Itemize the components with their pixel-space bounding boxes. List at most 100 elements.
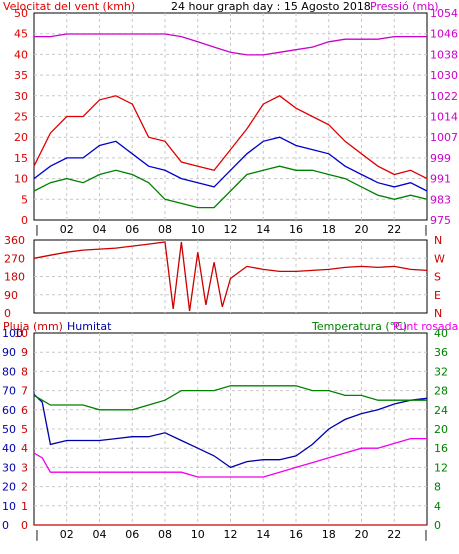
series-wind-avg (33, 136, 428, 192)
humidity-y-tick: 40 (2, 442, 16, 455)
humidity-y-tick: 80 (2, 365, 16, 378)
x-tick-label: 12 (224, 223, 238, 236)
pressure-y-tick: 1022 (430, 90, 458, 103)
series-pressure (34, 33, 427, 56)
wind-y-tick: 50 (14, 7, 28, 20)
x-tick-label: 06 (125, 223, 139, 236)
pressure-y-tick: 1007 (430, 131, 458, 144)
series-wind-gust (33, 95, 428, 180)
x-tick-label: 22 (387, 223, 401, 236)
wind-speed-label: Velocitat del vent (kmh) (3, 0, 135, 13)
x-tick-label: 06 (125, 528, 139, 541)
wind-y-tick: 35 (14, 69, 28, 82)
series-direction (33, 241, 428, 312)
pressure-y-tick: 1030 (430, 69, 458, 82)
x-tick-label: 16 (289, 528, 303, 541)
x-tick-label: 04 (93, 528, 107, 541)
temperature-y-tick: 20 (434, 423, 448, 436)
x-tick-label: 10 (191, 528, 205, 541)
direction-y-tick: 0 (4, 307, 11, 320)
series-temperature (33, 385, 427, 411)
x-tick-label: 18 (322, 528, 336, 541)
temperature-label: Temperatura (°C) (311, 320, 407, 333)
dewpoint-label: Punt rosada (393, 320, 458, 333)
x-end-tick: | (424, 528, 428, 541)
series-wind-min (33, 165, 428, 209)
x-tick-label: 18 (322, 223, 336, 236)
direction-compass-tick: S (434, 271, 441, 284)
humidity-y-tick: 90 (2, 346, 16, 359)
series-humidity (33, 393, 428, 469)
humidity-y-tick: 20 (2, 481, 16, 494)
x-tick-label: 20 (355, 223, 369, 236)
humidity-y-tick: 50 (2, 423, 16, 436)
x-tick-label: 04 (93, 223, 107, 236)
x-tick-label: 08 (158, 528, 172, 541)
x-tick-label: 14 (256, 528, 270, 541)
rain-y-tick: 7 (21, 385, 28, 398)
rain-y-tick: 1 (21, 500, 28, 513)
rain-y-tick: 4 (21, 442, 28, 455)
wind-y-tick: 0 (21, 214, 28, 227)
rain-label: Pluja (mm) (3, 320, 63, 333)
pressure-y-tick: 1054 (430, 7, 458, 20)
wind-y-tick: 20 (14, 131, 28, 144)
pressure-label: Pressió (mb) (370, 0, 439, 13)
humidity-y-tick: 0 (2, 519, 9, 532)
rain-y-tick: 6 (21, 404, 28, 417)
pressure-y-tick: 975 (430, 214, 451, 227)
tick-labels: 5045403530252015105010541046103810301022… (2, 7, 458, 541)
x-tick-label: 22 (387, 528, 401, 541)
direction-compass-tick: W (434, 252, 445, 265)
humidity-y-tick: 70 (2, 385, 16, 398)
humidity-y-tick: 30 (2, 461, 16, 474)
humidity-y-tick: 10 (2, 500, 16, 513)
direction-y-tick: 180 (4, 271, 25, 284)
temperature-y-tick: 12 (434, 461, 448, 474)
x-start-tick: | (35, 528, 39, 541)
wind-y-tick: 45 (14, 28, 28, 41)
direction-y-tick: 270 (4, 252, 25, 265)
wind-y-tick: 15 (14, 152, 28, 165)
rain-y-tick: 2 (21, 481, 28, 494)
pressure-y-tick: 991 (430, 173, 451, 186)
rain-y-tick: 9 (21, 346, 28, 359)
temperature-y-tick: 36 (434, 346, 448, 359)
wind-y-tick: 40 (14, 48, 28, 61)
wind-y-tick: 25 (14, 111, 28, 124)
pressure-y-tick: 1046 (430, 28, 458, 41)
direction-compass-tick: N (434, 234, 442, 247)
pressure-y-tick: 999 (430, 152, 451, 165)
chart-title: 24 hour graph day : 15 Agosto 2018 (171, 0, 371, 13)
temperature-y-tick: 4 (434, 500, 441, 513)
x-tick-label: 16 (289, 223, 303, 236)
x-tick-label: 02 (60, 223, 74, 236)
rain-y-tick: 0 (21, 519, 28, 532)
x-start-tick: | (35, 223, 39, 236)
rain-y-tick: 8 (21, 365, 28, 378)
series-dewpoint (33, 437, 427, 478)
direction-compass-tick: N (434, 307, 442, 320)
humidity-label: Humitat (67, 320, 112, 333)
humidity-y-tick: 60 (2, 404, 16, 417)
wind-y-tick: 5 (21, 193, 28, 206)
direction-y-tick: 90 (4, 289, 18, 302)
temperature-y-tick: 0 (434, 519, 441, 532)
temperature-y-tick: 28 (434, 385, 448, 398)
temperature-y-tick: 32 (434, 365, 448, 378)
rain-y-tick: 10 (14, 327, 28, 340)
temperature-y-tick: 8 (434, 481, 441, 494)
x-tick-label: 10 (191, 223, 205, 236)
direction-compass-tick: E (434, 289, 441, 302)
temperature-y-tick: 24 (434, 404, 448, 417)
x-tick-label: 12 (224, 528, 238, 541)
x-tick-label: 02 (60, 528, 74, 541)
wind-y-tick: 10 (14, 173, 28, 186)
temperature-y-tick: 16 (434, 442, 448, 455)
pressure-y-tick: 1014 (430, 111, 458, 124)
rain-y-tick: 5 (21, 423, 28, 436)
series-layer (33, 33, 428, 526)
x-tick-label: 14 (256, 223, 270, 236)
x-tick-label: 08 (158, 223, 172, 236)
